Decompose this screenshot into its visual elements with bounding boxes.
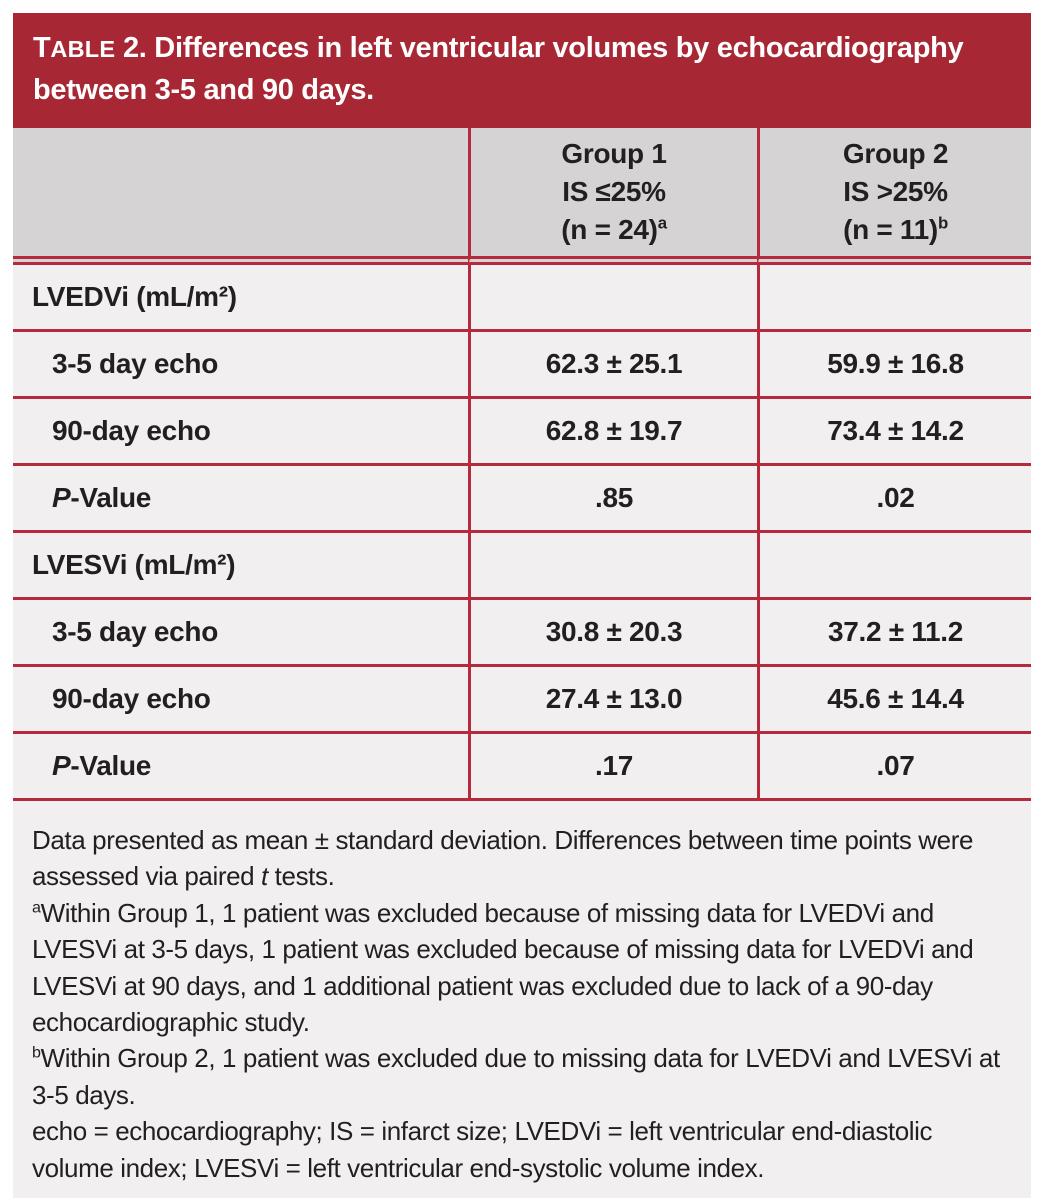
table-body: LVEDVi (mL/m²) 3-5 day echo 62.3 ± 25.1 59.… — [13, 265, 1031, 801]
header-empty-cell — [13, 128, 468, 265]
footnote-mark: b — [32, 1043, 41, 1062]
value-cell-group2: .02 — [757, 466, 1031, 533]
row-label-cell: LVEDVi (mL/m²) — [13, 265, 468, 332]
table-row-section: LVEDVi (mL/m²) — [13, 265, 1031, 332]
value-cell-group2: 45.6 ± 14.4 — [757, 667, 1031, 734]
row-label-cell: 3-5 day echo — [13, 332, 468, 399]
table-label-cap: T — [33, 32, 51, 64]
value-cell-group2: 73.4 ± 14.2 — [757, 399, 1031, 466]
header-group2: Group 2 IS >25% (n = 11)b — [757, 128, 1031, 265]
table-title-bar: TABLE 2. Differences in left ventricular… — [13, 13, 1031, 128]
value-cell-group1: 27.4 ± 13.0 — [468, 667, 757, 734]
value-cell-group1: .85 — [468, 466, 757, 533]
footnote: Data presented as mean ± standard deviat… — [32, 825, 974, 892]
value-cell-group2 — [757, 265, 1031, 332]
value-cell-group2: 59.9 ± 16.8 — [757, 332, 1031, 399]
value-cell-group2 — [757, 533, 1031, 600]
footnote: echo = echocardiography; IS = infarct si… — [32, 1116, 933, 1183]
table-figure: TABLE 2. Differences in left ventricular… — [13, 13, 1031, 1199]
table-label-smallcaps: ABLE — [50, 36, 116, 62]
table-header: Group 1 IS ≤25% (n = 24)a Group 2 IS >25% (n… — [13, 128, 1031, 265]
value-cell-group1: 62.3 ± 25.1 — [468, 332, 757, 399]
table-row-data: P-Value .17.07 — [13, 734, 1031, 801]
value-cell-group2: 37.2 ± 11.2 — [757, 600, 1031, 667]
italic-p: P — [52, 750, 71, 781]
italic-text: t — [261, 861, 268, 892]
table-row-data: P-Value .85.02 — [13, 466, 1031, 533]
value-cell-group1: 30.8 ± 20.3 — [468, 600, 757, 667]
value-cell-group1 — [468, 533, 757, 600]
row-label-cell: P-Value — [13, 734, 468, 801]
value-cell-group2: .07 — [757, 734, 1031, 801]
table-title-text: TABLE 2. Differences in left ventricular… — [33, 32, 964, 106]
italic-p: P — [52, 482, 71, 513]
value-cell-group1: .17 — [468, 734, 757, 801]
row-label-cell: P-Value — [13, 466, 468, 533]
row-label-cell: LVESVi (mL/m²) — [13, 533, 468, 600]
column-footnote-mark: a — [657, 213, 667, 233]
header-row: Group 1 IS ≤25% (n = 24)a Group 2 IS >25% (n… — [13, 128, 1031, 265]
table-row-section: LVESVi (mL/m²) — [13, 533, 1031, 600]
footnote: aWithin Group 1, 1 patient was excluded … — [32, 897, 974, 1038]
table-row-data: 3-5 day echo 62.3 ± 25.1 59.9 ± 16.8 — [13, 332, 1031, 399]
table-row-data: 3-5 day echo 30.8 ± 20.3 37.2 ± 11.2 — [13, 600, 1031, 667]
footnote-mark: a — [32, 898, 41, 917]
data-table: Group 1 IS ≤25% (n = 24)a Group 2 IS >25% (n… — [13, 128, 1031, 801]
table-row-data: 90-day echo 27.4 ± 13.0 45.6 ± 14.4 — [13, 667, 1031, 734]
row-label-cell: 90-day echo — [13, 399, 468, 466]
column-footnote-mark: b — [937, 213, 948, 233]
value-cell-group1: 62.8 ± 19.7 — [468, 399, 757, 466]
row-label-cell: 3-5 day echo — [13, 600, 468, 667]
row-label-cell: 90-day echo — [13, 667, 468, 734]
table-row-data: 90-day echo 62.8 ± 19.7 73.4 ± 14.2 — [13, 399, 1031, 466]
footnote: bWithin Group 2, 1 patient was excluded … — [32, 1043, 1000, 1110]
value-cell-group1 — [468, 265, 757, 332]
header-group1: Group 1 IS ≤25% (n = 24)a — [468, 128, 757, 265]
footnotes: Data presented as mean ± standard deviat… — [13, 801, 1031, 1198]
